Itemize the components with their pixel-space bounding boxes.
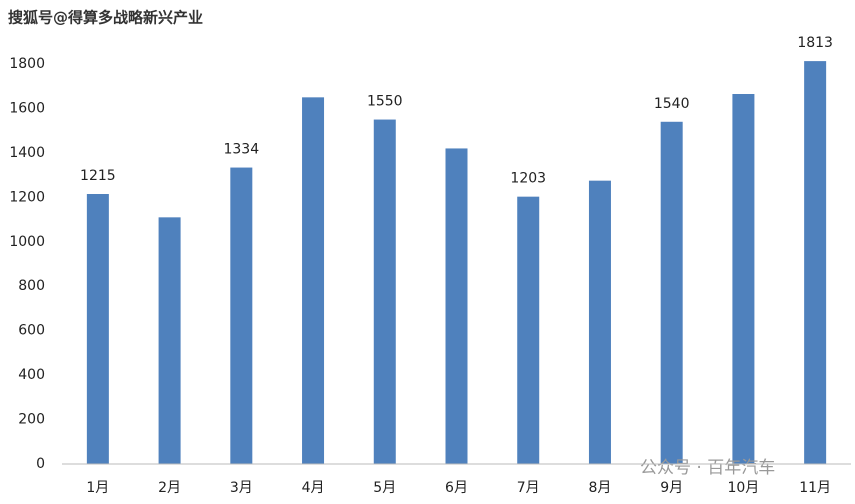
x-tick-label: 1月 (86, 480, 109, 496)
value-label: 1550 (367, 94, 403, 110)
bar (660, 121, 683, 465)
y-tick-label: 1400 (9, 145, 45, 161)
x-tick-label: 10月 (727, 480, 759, 496)
x-tick-label: 5月 (373, 480, 396, 496)
x-tick-label: 9月 (660, 480, 683, 496)
y-tick-label: 200 (18, 412, 45, 428)
bar (373, 119, 396, 465)
value-label: 1813 (797, 35, 833, 51)
y-tick-label: 400 (18, 367, 45, 383)
y-tick-label: 800 (18, 278, 45, 294)
y-tick-label: 600 (18, 323, 45, 339)
y-tick-label: 1200 (9, 189, 45, 205)
bar (588, 180, 611, 464)
x-tick-label: 7月 (517, 480, 540, 496)
bar (86, 194, 109, 464)
value-label: 1540 (654, 96, 690, 112)
bar (804, 61, 827, 464)
bar (732, 94, 755, 464)
watermark: 搜狐号@得算多战略新兴产业 (8, 9, 203, 27)
x-tick-label: 8月 (588, 480, 611, 496)
bar (158, 217, 181, 464)
y-tick-label: 1800 (9, 56, 45, 72)
bar (445, 148, 468, 464)
bar (230, 167, 253, 465)
y-tick-label: 0 (36, 456, 45, 472)
watermark: 公众号 · 百年汽车 (640, 458, 775, 478)
value-label: 1334 (223, 142, 259, 158)
bar (302, 97, 325, 464)
x-tick-label: 4月 (302, 480, 325, 496)
value-label: 1215 (80, 168, 116, 184)
y-tick-label: 1600 (9, 100, 45, 116)
bar (517, 196, 540, 464)
x-tick-label: 11月 (799, 480, 831, 496)
value-label: 1203 (510, 171, 546, 187)
x-tick-label: 3月 (230, 480, 253, 496)
x-tick-label: 6月 (445, 480, 468, 496)
y-tick-label: 1000 (9, 234, 45, 250)
x-tick-label: 2月 (158, 480, 181, 496)
